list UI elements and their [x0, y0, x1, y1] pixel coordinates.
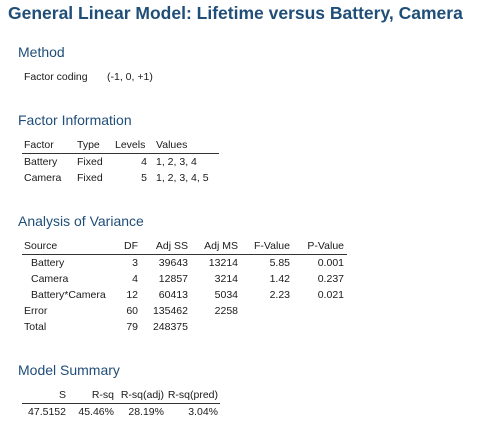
source-cell: Camera [31, 273, 69, 285]
adj-ms-cell: 13214 [208, 257, 238, 269]
method-label: Factor coding [24, 71, 88, 83]
col-header-df: DF [124, 240, 138, 252]
adj-ss-cell: 12857 [158, 273, 188, 285]
r-sq-cell: 45.46% [78, 406, 114, 418]
header-rule [22, 254, 347, 255]
type-cell: Fixed [77, 172, 103, 184]
col-header-factor: Factor [24, 139, 54, 151]
f-value-cell: 2.23 [269, 289, 290, 301]
adj-ss-cell: 60413 [158, 289, 188, 301]
adj-ss-cell: 248375 [152, 321, 188, 333]
col-header-f-value: F-Value [254, 240, 290, 252]
f-value-cell: 5.85 [269, 257, 290, 269]
col-header-r-sq-pred: R-sq(pred) [167, 389, 218, 401]
source-cell: Error [24, 305, 48, 317]
col-header-p-value: P-Value [307, 240, 344, 252]
factor-cell: Battery [24, 156, 58, 168]
method-value: (-1, 0, +1) [107, 71, 153, 83]
df-cell: 3 [132, 257, 138, 269]
df-cell: 4 [132, 273, 138, 285]
adj-ss-cell: 135462 [152, 305, 188, 317]
page-title: General Linear Model: Lifetime versus Ba… [8, 3, 463, 23]
factor-cell: Camera [24, 172, 62, 184]
p-value-cell: 0.001 [317, 257, 344, 269]
adj-ms-cell: 2258 [214, 305, 238, 317]
type-cell: Fixed [77, 156, 103, 168]
col-header-r-sq-adj: R-sq(adj) [120, 389, 164, 401]
s-cell: 47.5152 [28, 406, 66, 418]
col-header-adj-ms: Adj MS [204, 240, 238, 252]
anova-heading: Analysis of Variance [18, 213, 144, 229]
source-cell: Battery*Camera [31, 289, 106, 301]
col-header-s: S [58, 389, 66, 401]
adj-ss-cell: 39643 [158, 257, 188, 269]
header-rule [22, 403, 220, 404]
adj-ms-cell: 3214 [214, 273, 238, 285]
levels-cell: 4 [141, 156, 147, 168]
method-heading: Method [18, 44, 65, 60]
col-header-type: Type [77, 139, 100, 151]
adj-ms-cell: 5034 [214, 289, 238, 301]
f-value-cell: 1.42 [269, 273, 290, 285]
col-header-source: Source [24, 240, 58, 252]
df-cell: 79 [126, 321, 138, 333]
p-value-cell: 0.021 [317, 289, 344, 301]
col-header-values: Values [156, 139, 188, 151]
df-cell: 60 [126, 305, 138, 317]
r-sq-adj-cell: 28.19% [128, 406, 164, 418]
p-value-cell: 0.237 [317, 273, 344, 285]
levels-cell: 5 [141, 172, 147, 184]
col-header-levels: Levels [115, 139, 146, 151]
factor-info-heading: Factor Information [18, 112, 132, 128]
model-summary-heading: Model Summary [18, 362, 120, 378]
source-cell: Total [24, 321, 47, 333]
r-sq-pred-cell: 3.04% [188, 406, 218, 418]
col-header-r-sq: R-sq [91, 389, 114, 401]
values-cell: 1, 2, 3, 4 [156, 156, 197, 168]
header-rule [22, 153, 219, 154]
values-cell: 1, 2, 3, 4, 5 [156, 172, 209, 184]
df-cell: 12 [126, 289, 138, 301]
col-header-adj-ss: Adj SS [155, 240, 188, 252]
source-cell: Battery [31, 257, 65, 269]
